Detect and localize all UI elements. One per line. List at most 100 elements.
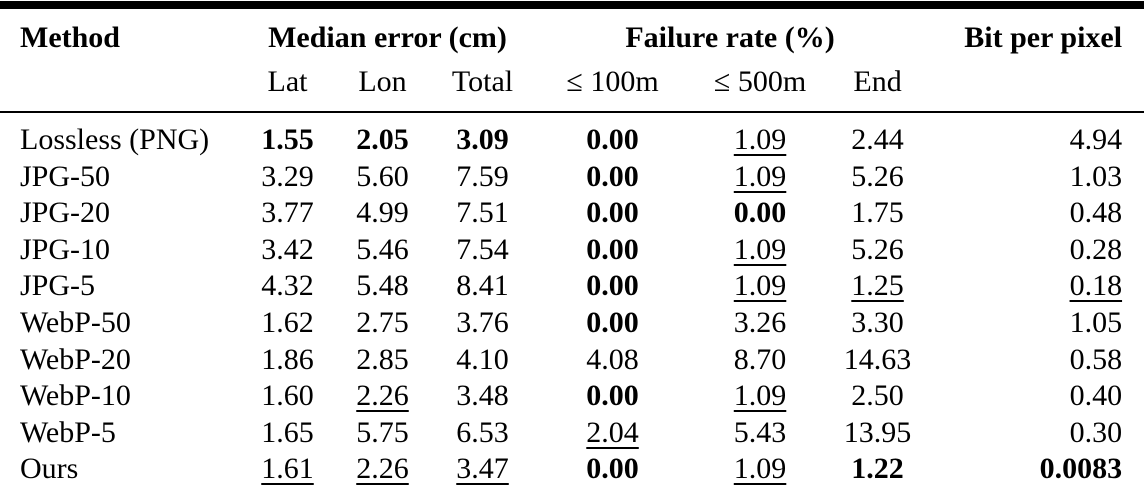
value-text: 1.25 [851, 269, 904, 303]
value-text: 5.48 [356, 269, 409, 303]
value-cell: 1.09 [700, 378, 820, 415]
value-cell: 2.44 [820, 112, 935, 159]
value-cell: 0.00 [525, 268, 700, 305]
table-header: Method Median error (cm) Failure rate (%… [0, 1, 1144, 113]
value-cell: 2.04 [525, 415, 700, 452]
value-cell: 2.50 [820, 378, 935, 415]
value-text: 0.00 [586, 306, 639, 340]
value-cell: 1.55 [250, 112, 325, 159]
value-cell: 3.30 [820, 305, 935, 342]
method-cell: JPG-10 [20, 232, 111, 266]
value-cell: 1.03 [935, 159, 1144, 196]
value-cell: 2.75 [325, 305, 440, 342]
value-text: 3.48 [456, 379, 509, 413]
value-text: 0.00 [586, 379, 639, 413]
value-text: 3.30 [851, 306, 904, 340]
value-text: 4.08 [586, 342, 639, 376]
value-text: 5.26 [851, 232, 904, 266]
table-row: JPG-5 4.32 5.48 8.41 0.00 1.09 1.25 0.18 [0, 268, 1144, 305]
value-cell: 0.00 [525, 112, 700, 159]
value-text: 0.00 [586, 159, 639, 193]
value-text: 1.09 [733, 159, 787, 193]
value-text: 1.22 [851, 452, 904, 486]
value-text: 2.50 [851, 379, 904, 413]
value-text: 3.29 [261, 159, 314, 193]
value-text: 0.00 [586, 232, 639, 266]
value-cell: 0.48 [935, 195, 1144, 232]
value-cell: 2.26 [325, 451, 440, 498]
value-text: 2.05 [356, 123, 409, 157]
table-row: JPG-10 3.42 5.46 7.54 0.00 1.09 5.26 0.28 [0, 232, 1144, 269]
value-cell: 8.41 [440, 268, 525, 305]
value-cell: 1.09 [700, 232, 820, 269]
value-text: 8.41 [456, 269, 509, 303]
value-cell: 1.60 [250, 378, 325, 415]
value-text: 2.75 [356, 306, 409, 340]
value-cell: 0.00 [525, 159, 700, 196]
value-cell: 0.30 [935, 415, 1144, 452]
value-text: 0.40 [1069, 379, 1123, 413]
value-cell: 5.60 [325, 159, 440, 196]
subheader-failure-500m: ≤ 500m [700, 61, 821, 113]
value-cell: 0.00 [525, 305, 700, 342]
value-text: 0.18 [1069, 269, 1123, 303]
value-cell: 1.09 [700, 159, 820, 196]
value-text: 7.51 [456, 196, 509, 230]
value-cell: 1.09 [700, 268, 820, 305]
value-cell: 4.10 [440, 342, 525, 379]
value-text: 1.61 [261, 452, 314, 486]
value-cell: 5.48 [325, 268, 440, 305]
value-text: 1.05 [1069, 306, 1123, 340]
header-row-subcolumns: Lat Lon Total ≤ 100m ≤ 500m End [0, 61, 1144, 113]
method-cell: WebP-50 [20, 306, 131, 340]
value-cell: 1.25 [820, 268, 935, 305]
value-text: 2.26 [356, 379, 409, 413]
value-cell: 0.00 [700, 195, 820, 232]
value-cell: 3.26 [700, 305, 820, 342]
value-text: 3.77 [261, 196, 314, 230]
value-cell: 1.86 [250, 342, 325, 379]
value-cell: 3.77 [250, 195, 325, 232]
value-text: 4.99 [356, 196, 409, 230]
value-cell: 5.26 [820, 159, 935, 196]
method-cell: JPG-5 [20, 269, 96, 303]
table-row: WebP-50 1.62 2.75 3.76 0.00 3.26 3.30 1.05 [0, 305, 1144, 342]
value-text: 0.00 [586, 196, 639, 230]
value-text: 3.42 [261, 232, 314, 266]
value-text: 1.09 [733, 379, 787, 413]
value-text: 1.65 [261, 415, 314, 449]
method-cell: WebP-20 [20, 342, 131, 376]
value-text: 4.10 [456, 342, 509, 376]
value-cell: 0.00 [525, 451, 701, 498]
value-text: 2.44 [851, 123, 904, 157]
value-cell: 0.00 [525, 232, 700, 269]
table-row: WebP-10 1.60 2.26 3.48 0.00 1.09 2.50 0.40 [0, 378, 1144, 415]
value-cell: 3.42 [250, 232, 325, 269]
value-text: 1.09 [733, 123, 787, 157]
method-cell: WebP-10 [20, 379, 131, 413]
value-cell: 4.94 [935, 112, 1144, 159]
value-text: 0.30 [1069, 415, 1123, 449]
column-header-method: Method [0, 1, 250, 61]
value-text: 0.48 [1069, 196, 1123, 230]
value-cell: 1.09 [700, 112, 820, 159]
value-cell: 0.00 [525, 195, 700, 232]
method-cell: WebP-5 [20, 415, 116, 449]
value-text: 0.28 [1069, 232, 1123, 266]
value-cell: 3.09 [440, 112, 525, 159]
value-text: 2.04 [586, 415, 639, 449]
subheader-failure-end: End [820, 61, 936, 113]
value-text: 5.26 [851, 159, 904, 193]
value-cell: 8.70 [700, 342, 820, 379]
subheader-empty-bpp [935, 61, 1144, 113]
header-row-groups: Method Median error (cm) Failure rate (%… [0, 1, 1144, 61]
method-cell: JPG-20 [20, 196, 111, 230]
value-cell: 1.05 [935, 305, 1144, 342]
table-row: Ours 1.61 2.26 3.47 0.00 1.09 1.22 0.0083 [0, 451, 1144, 498]
value-cell: 5.26 [820, 232, 935, 269]
value-cell: 4.32 [250, 268, 325, 305]
table-row: JPG-20 3.77 4.99 7.51 0.00 0.00 1.75 0.48 [0, 195, 1144, 232]
value-text: 7.54 [456, 232, 509, 266]
value-cell: 7.54 [440, 232, 525, 269]
